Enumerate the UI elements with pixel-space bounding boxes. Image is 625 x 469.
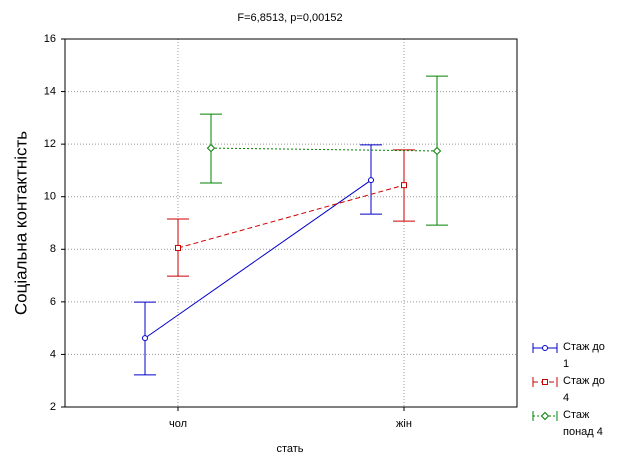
marker (432, 146, 442, 156)
series-line (144, 179, 372, 339)
marker (175, 244, 181, 251)
chart-title: F=6,8513, p=0,00152 (237, 12, 342, 24)
x-tick-label: чол (169, 418, 187, 430)
y-tick-label: 4 (50, 348, 56, 360)
y-tick-label: 2 (50, 401, 56, 413)
y-tick-label: 16 (44, 33, 56, 45)
marker (540, 411, 550, 421)
marker (401, 182, 407, 189)
marker (206, 143, 216, 153)
y-tick-label: 14 (44, 85, 56, 97)
legend-label: Стаж до 4 (563, 375, 605, 404)
marker (368, 177, 374, 184)
legend-label: Стаж понад 4 (563, 409, 603, 438)
legend-label: Стаж до 1 (563, 341, 605, 370)
x-axis-label: стать (276, 443, 303, 455)
plot-frame (64, 38, 518, 408)
series-line (210, 147, 438, 152)
y-axis-label: Соціальна контактність (11, 131, 30, 315)
marker (542, 345, 548, 351)
y-tick-label: 10 (44, 191, 56, 203)
x-tick-label: жін (396, 418, 412, 430)
y-tick-label: 12 (44, 138, 56, 150)
series-line (177, 184, 405, 249)
y-tick-label: 6 (50, 296, 56, 308)
marker (142, 335, 148, 342)
marker (542, 379, 548, 385)
y-tick-label: 8 (50, 243, 56, 255)
